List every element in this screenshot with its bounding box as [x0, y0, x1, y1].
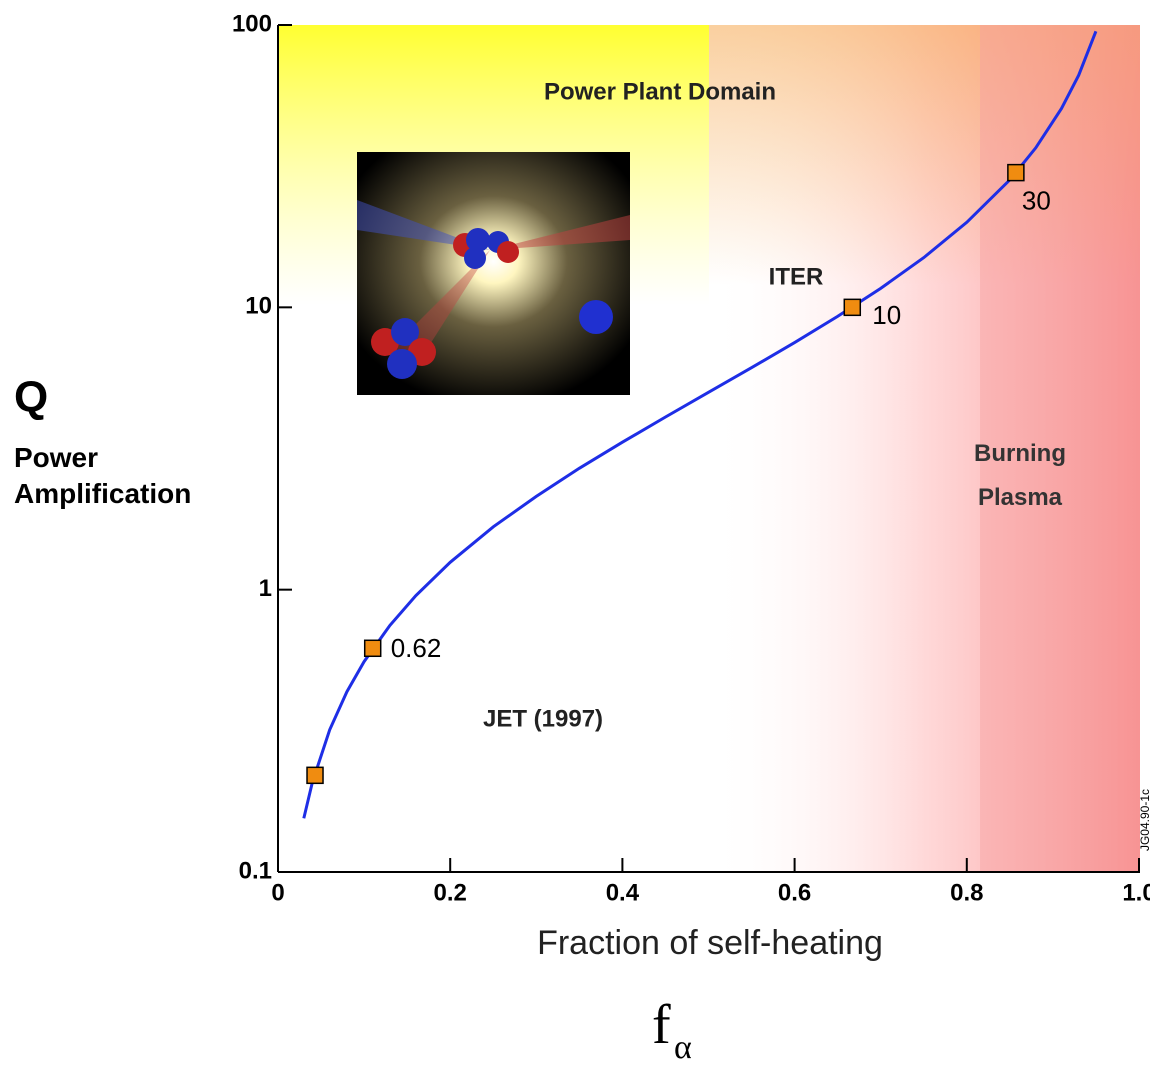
- annotation: JET (1997): [483, 705, 603, 732]
- x-axis-label: Fraction of self-heating: [537, 924, 883, 962]
- x-tick-label: 0.4: [606, 879, 640, 906]
- point-marker: [306, 766, 324, 785]
- data-label: 30: [1022, 186, 1051, 216]
- x-tick-label: 0: [271, 879, 284, 906]
- point-marker: [1007, 163, 1025, 182]
- annotation: Power Plant Domain: [544, 78, 776, 105]
- data-label: 10: [872, 300, 901, 330]
- point-marker: [363, 639, 382, 658]
- credit: JG04.90-1c: [1138, 789, 1150, 851]
- symbol-subscript: α: [674, 1029, 692, 1064]
- y-axis-label: Q: [14, 373, 48, 422]
- x-tick-label: 0.6: [778, 879, 811, 906]
- annotation: ITER: [769, 263, 824, 290]
- data-label: 0.62: [391, 633, 442, 663]
- y-tick-label: 100: [232, 10, 272, 37]
- y-axis-sublabel: Power Amplification: [14, 442, 191, 509]
- background: [278, 25, 1140, 872]
- point-marker: [843, 298, 862, 317]
- annotation: Burning Plasma: [974, 440, 1066, 511]
- x-tick-label: 0.8: [950, 879, 983, 906]
- inset-image: [357, 152, 630, 395]
- y-tick-label: 1: [259, 575, 272, 602]
- y-tick-label: 0.1: [239, 857, 272, 884]
- x-tick-label: 1.0: [1122, 879, 1150, 906]
- y-tick-label: 10: [245, 293, 272, 320]
- symbol: f: [652, 994, 671, 1056]
- x-tick-label: 0.2: [434, 879, 467, 906]
